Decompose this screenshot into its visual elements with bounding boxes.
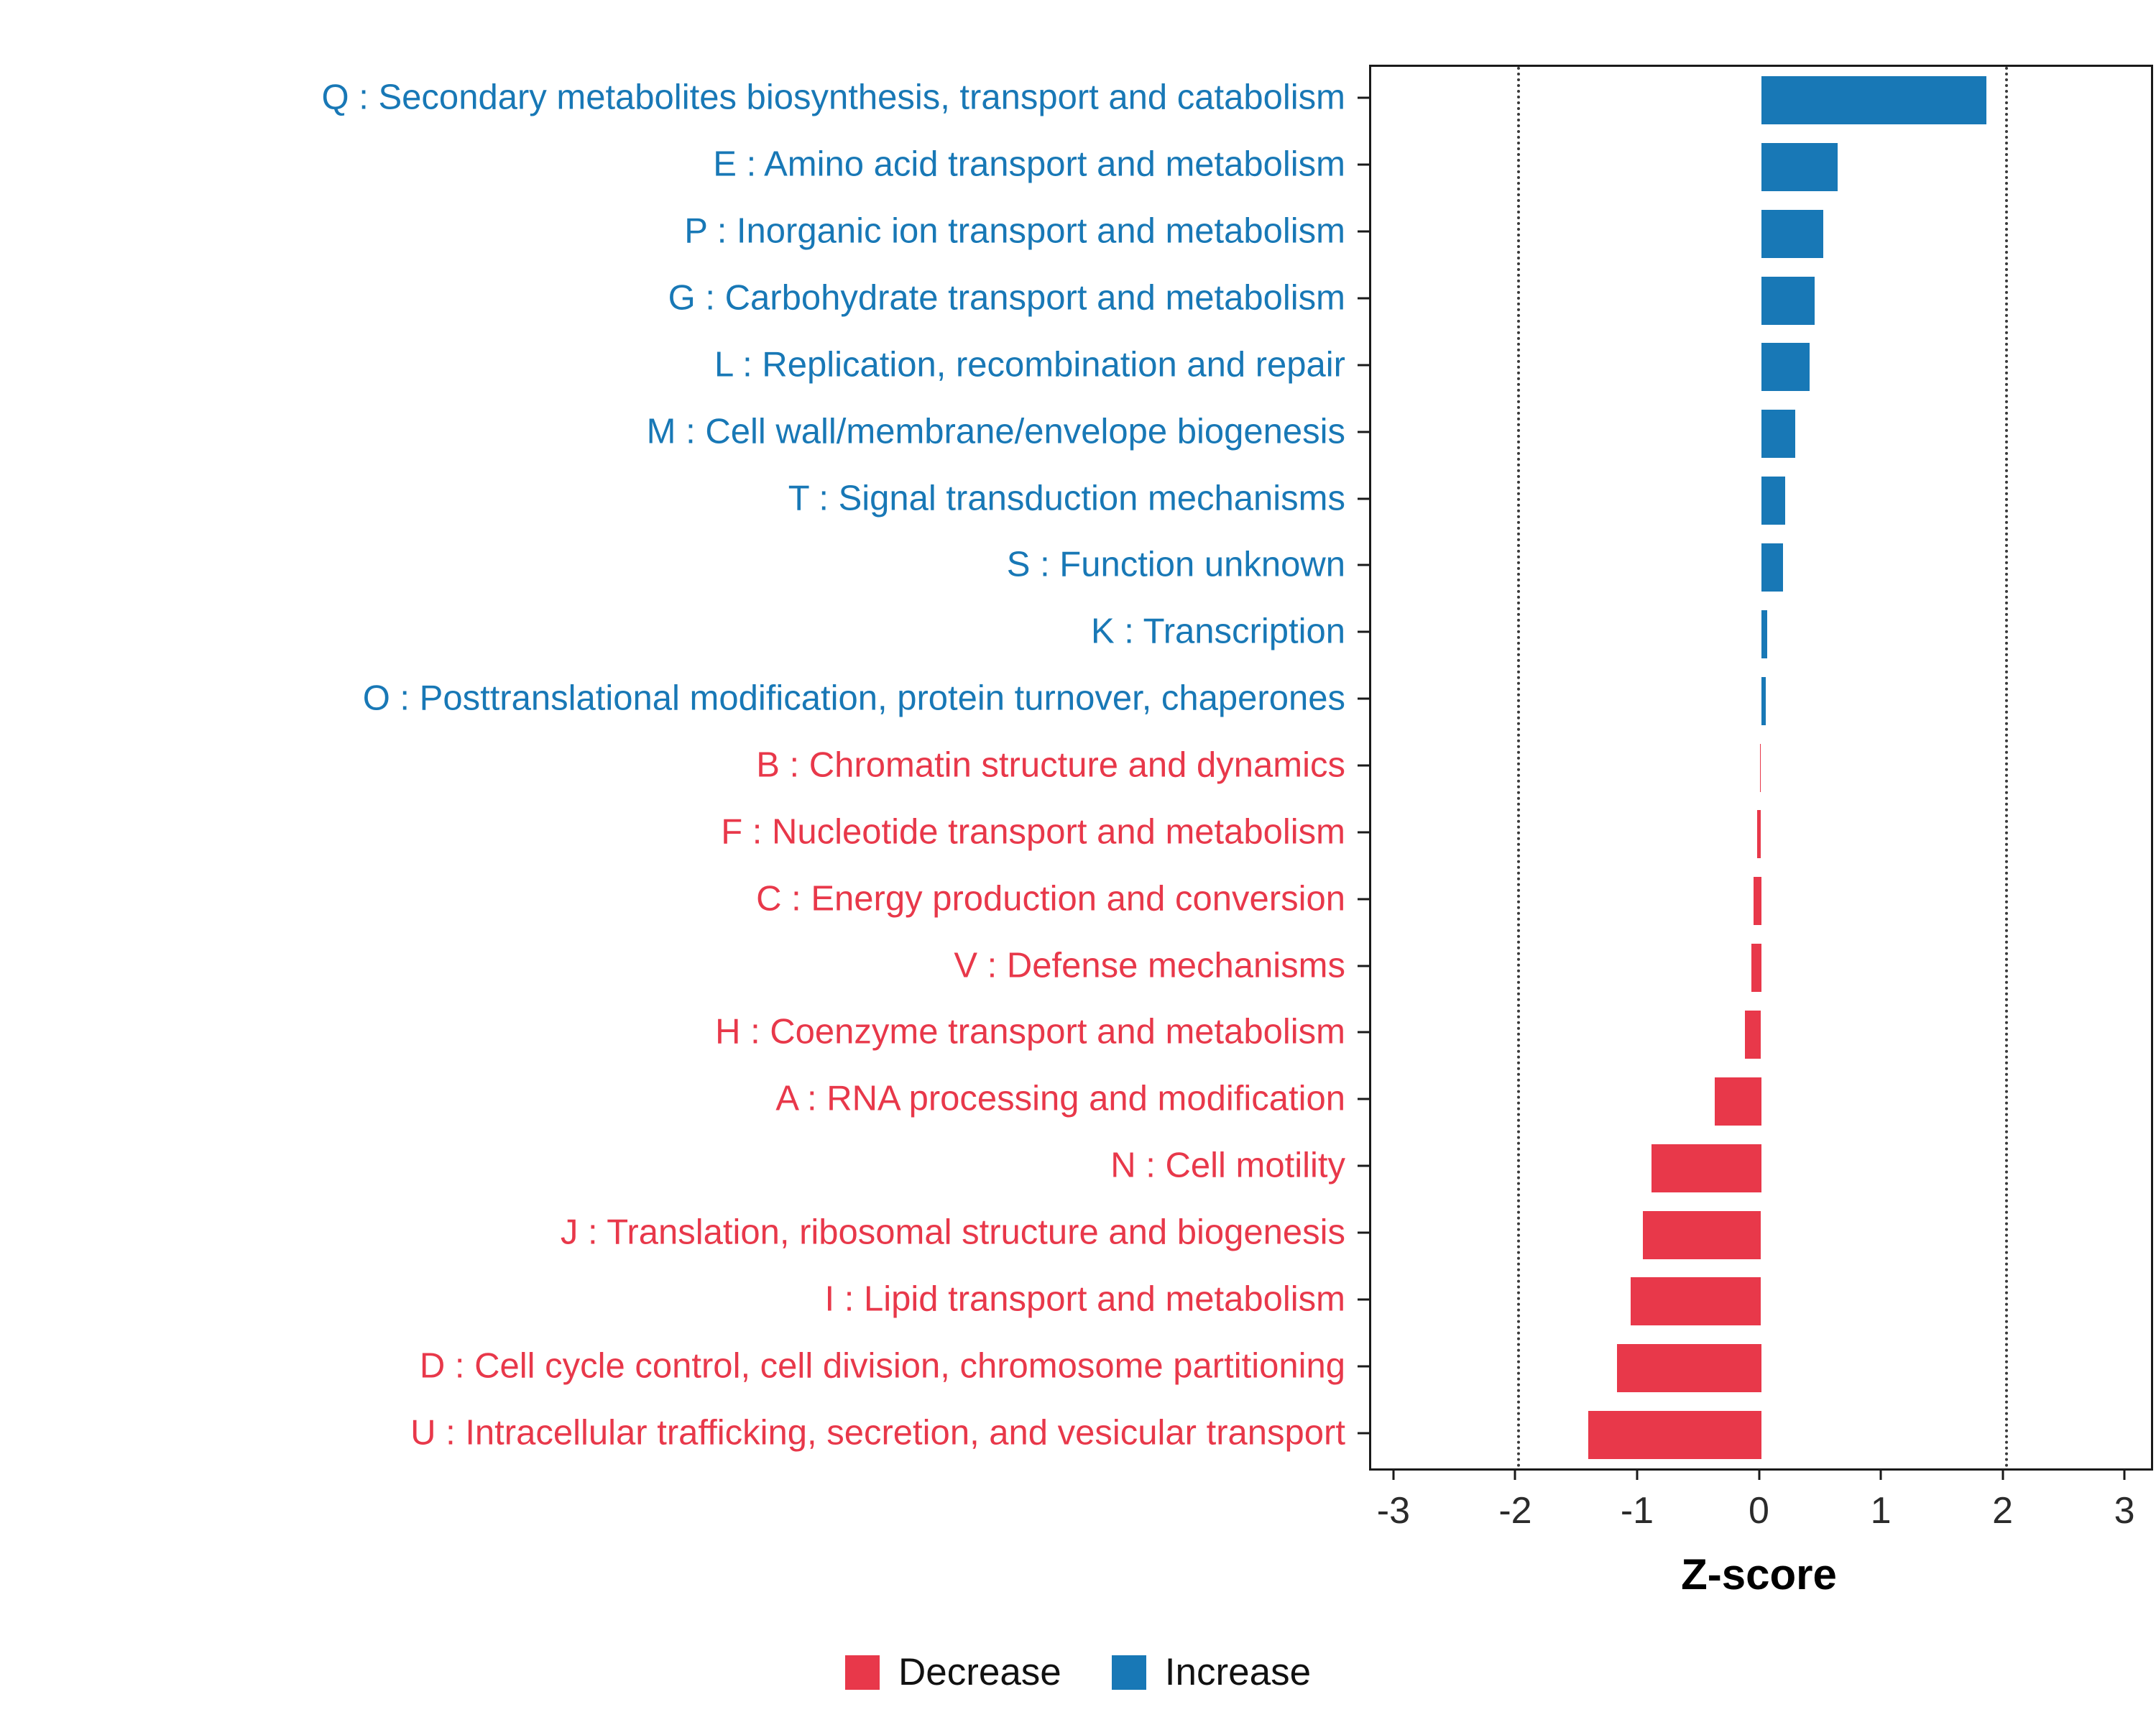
bar bbox=[1617, 1344, 1761, 1392]
bar bbox=[1751, 944, 1761, 992]
x-tick-label: -2 bbox=[1498, 1490, 1532, 1532]
category-label: G : Carbohydrate transport and metabolis… bbox=[668, 278, 1345, 318]
y-tick-mark bbox=[1358, 831, 1369, 834]
x-tick-mark bbox=[2001, 1468, 2004, 1480]
bar bbox=[1761, 343, 1810, 391]
category-label: D : Cell cycle control, cell division, c… bbox=[419, 1346, 1345, 1386]
x-tick-label: 1 bbox=[1870, 1490, 1892, 1532]
y-tick-mark bbox=[1358, 230, 1369, 233]
category-label: F : Nucleotide transport and metabolism bbox=[721, 812, 1345, 852]
x-tick-label: -3 bbox=[1376, 1490, 1411, 1532]
plot-panel bbox=[1369, 65, 2153, 1471]
x-axis-title: Z-score bbox=[1681, 1550, 1837, 1598]
y-tick-mark bbox=[1358, 431, 1369, 433]
bar bbox=[1651, 1144, 1761, 1192]
category-label: N : Cell motility bbox=[1110, 1146, 1345, 1185]
y-tick-mark bbox=[1358, 564, 1369, 566]
y-tick-mark bbox=[1358, 764, 1369, 767]
x-tick-label: 0 bbox=[1749, 1490, 1769, 1532]
category-label: L : Replication, recombination and repai… bbox=[714, 345, 1345, 385]
bar bbox=[1761, 677, 1766, 725]
legend-item-increase: Increase bbox=[1111, 1650, 1312, 1694]
bar bbox=[1761, 277, 1815, 325]
y-tick-mark bbox=[1358, 1164, 1369, 1167]
bar bbox=[1759, 744, 1761, 792]
y-tick-mark bbox=[1358, 364, 1369, 367]
category-label: B : Chromatin structure and dynamics bbox=[756, 745, 1345, 785]
category-label: S : Function unknown bbox=[1006, 545, 1345, 584]
x-tick-mark bbox=[1392, 1468, 1395, 1480]
y-tick-mark bbox=[1358, 898, 1369, 901]
bar bbox=[1761, 610, 1767, 658]
bar bbox=[1757, 810, 1761, 858]
category-label: C : Energy production and conversion bbox=[756, 879, 1345, 919]
y-tick-mark bbox=[1358, 1031, 1369, 1034]
legend-swatch-decrease bbox=[844, 1655, 880, 1690]
y-tick-mark bbox=[1358, 697, 1369, 700]
legend-label-increase: Increase bbox=[1164, 1651, 1312, 1693]
category-label: A : RNA processing and modification bbox=[775, 1079, 1345, 1118]
bar bbox=[1588, 1411, 1761, 1459]
category-label: U : Intracellular trafficking, secretion… bbox=[410, 1413, 1345, 1453]
legend: Decrease Increase bbox=[0, 1650, 2156, 1694]
x-tick-label: 3 bbox=[2114, 1490, 2135, 1532]
y-tick-mark bbox=[1358, 96, 1369, 99]
y-tick-mark bbox=[1358, 1432, 1369, 1435]
category-label: Q : Secondary metabolites biosynthesis, … bbox=[321, 78, 1345, 117]
legend-item-decrease: Decrease bbox=[844, 1650, 1061, 1694]
bar bbox=[1745, 1011, 1761, 1059]
x-tick-label: -1 bbox=[1620, 1490, 1654, 1532]
category-label: T : Signal transduction mechanisms bbox=[788, 479, 1345, 518]
x-tick-label: 2 bbox=[1992, 1490, 2014, 1532]
x-tick-mark bbox=[1879, 1468, 1882, 1480]
y-tick-mark bbox=[1358, 163, 1369, 166]
bar bbox=[1754, 877, 1761, 925]
legend-swatch-increase bbox=[1111, 1655, 1146, 1690]
category-label: V : Defense mechanisms bbox=[954, 946, 1345, 985]
y-tick-mark bbox=[1358, 1231, 1369, 1234]
bar bbox=[1761, 76, 1987, 124]
bar bbox=[1631, 1277, 1761, 1325]
y-tick-mark bbox=[1358, 1298, 1369, 1301]
reference-line bbox=[2004, 67, 2008, 1468]
category-label: E : Amino acid transport and metabolism bbox=[713, 144, 1345, 184]
bar bbox=[1761, 477, 1786, 525]
y-tick-mark bbox=[1358, 630, 1369, 633]
x-tick-mark bbox=[2123, 1468, 2126, 1480]
x-tick-mark bbox=[1514, 1468, 1516, 1480]
bar bbox=[1643, 1211, 1761, 1259]
y-tick-mark bbox=[1358, 297, 1369, 300]
bar bbox=[1761, 543, 1784, 592]
category-label: O : Posttranslational modification, prot… bbox=[362, 678, 1345, 718]
bar bbox=[1761, 410, 1795, 458]
legend-label-decrease: Decrease bbox=[898, 1651, 1061, 1693]
y-tick-mark bbox=[1358, 965, 1369, 967]
y-tick-mark bbox=[1358, 497, 1369, 500]
x-tick-mark bbox=[1758, 1468, 1760, 1480]
category-label: K : Transcription bbox=[1090, 612, 1345, 651]
bar bbox=[1715, 1077, 1761, 1126]
reference-line bbox=[1517, 67, 1521, 1468]
category-label: P : Inorganic ion transport and metaboli… bbox=[684, 211, 1345, 251]
x-tick-mark bbox=[1636, 1468, 1639, 1480]
bar bbox=[1761, 143, 1838, 191]
category-label: I : Lipid transport and metabolism bbox=[824, 1279, 1345, 1319]
category-label: M : Cell wall/membrane/envelope biogenes… bbox=[646, 412, 1345, 451]
y-tick-mark bbox=[1358, 1365, 1369, 1368]
category-label: H : Coenzyme transport and metabolism bbox=[715, 1012, 1345, 1052]
y-tick-mark bbox=[1358, 1098, 1369, 1100]
bar bbox=[1761, 210, 1823, 258]
category-label: J : Translation, ribosomal structure and… bbox=[560, 1213, 1345, 1252]
